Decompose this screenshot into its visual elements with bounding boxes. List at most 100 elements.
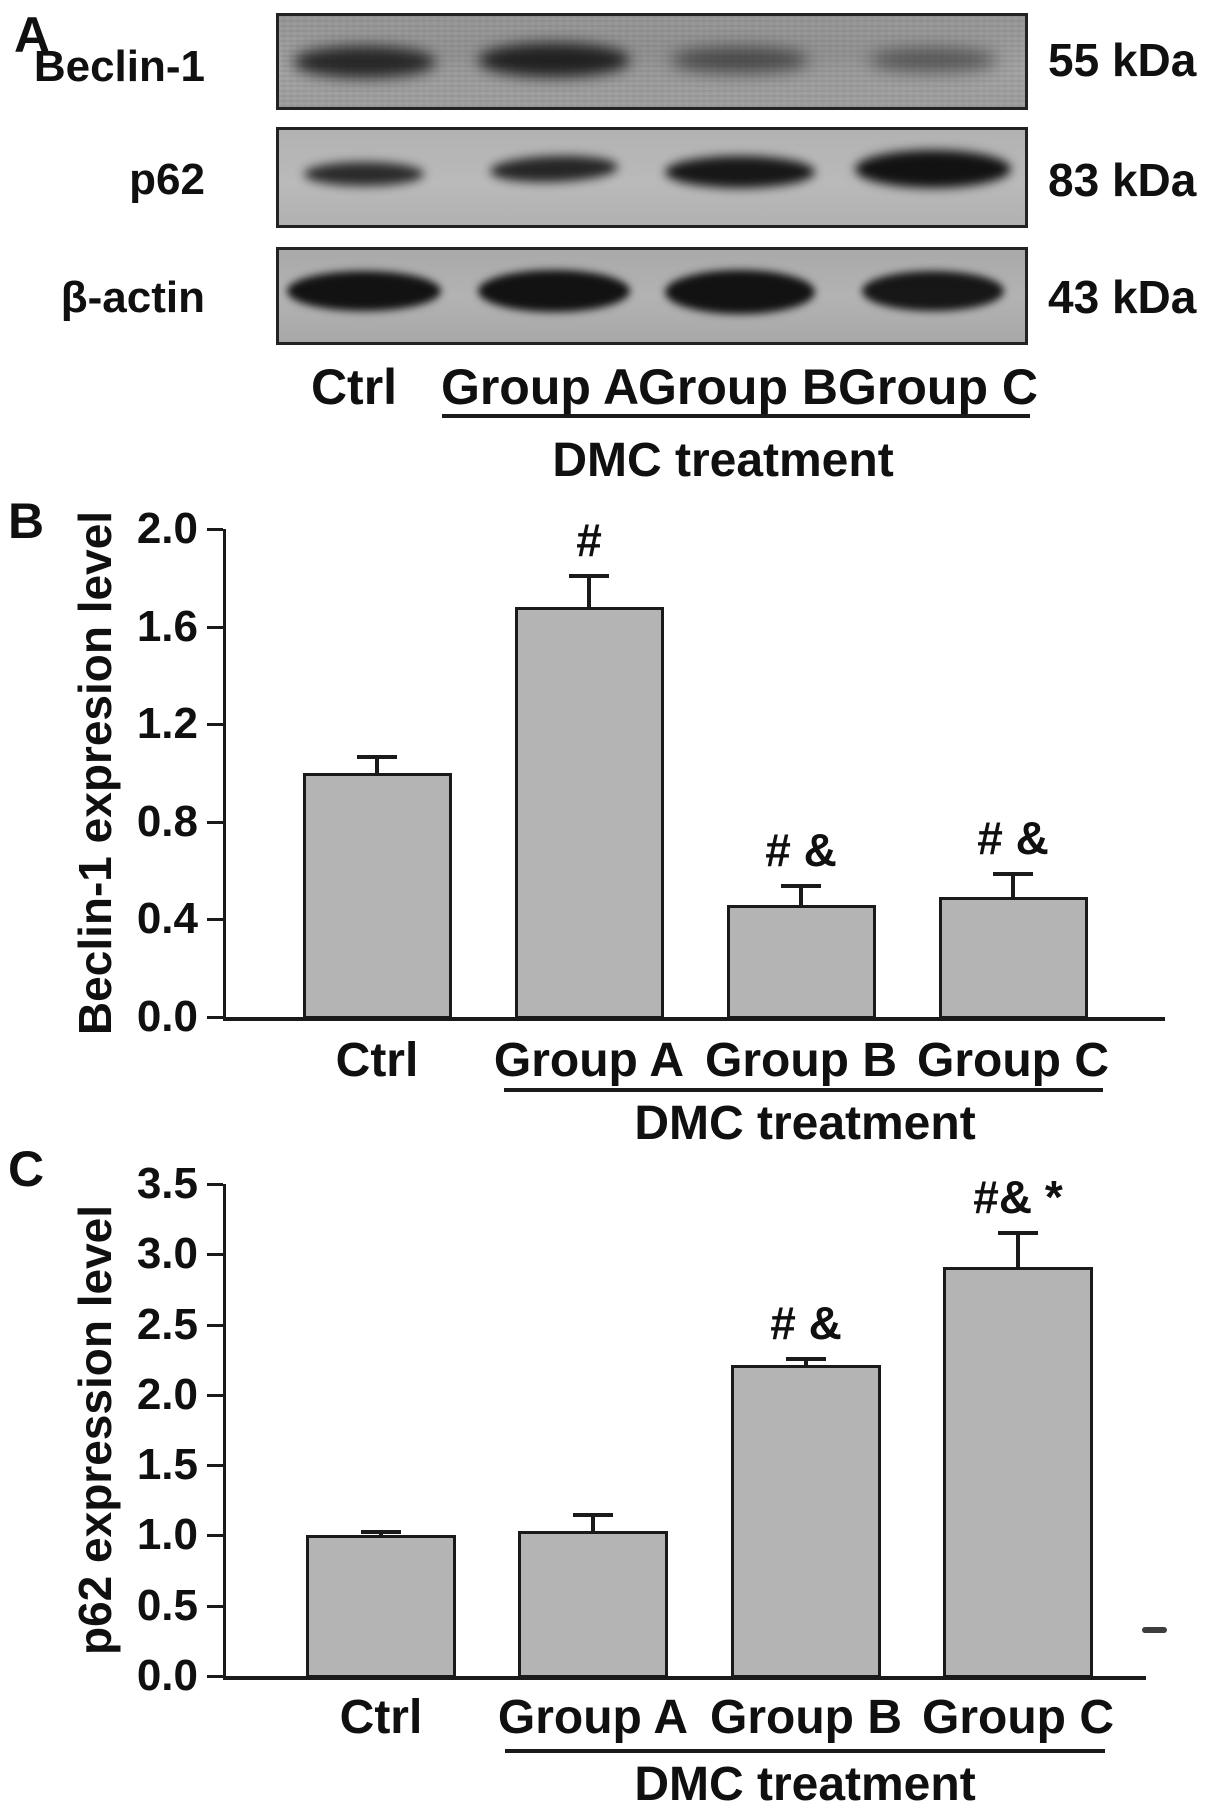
panel-c-x-axis	[223, 1676, 1146, 1680]
panel-a-lane-label-ctrl: Ctrl	[310, 359, 398, 415]
blot-image-beclin1	[276, 13, 1028, 110]
panel-c-group-label: DMC treatment	[634, 1758, 976, 1809]
panel-c-y-tick-label-1.0: 1.0	[136, 1510, 198, 1560]
panel-b-y-axis-label: Beclin-1 expresion level	[69, 510, 121, 1036]
panel-b-y-tick-label-2.0: 2.0	[136, 504, 198, 553]
panel-b-y-tick-label-0.8: 0.8	[136, 796, 198, 846]
panel-b-error-bar-stem-group-b	[799, 885, 803, 909]
panel-c-error-bar-stem-group-c	[1016, 1231, 1020, 1271]
panel-b-bar-group-a	[514, 607, 664, 1019]
blot-protein-label-beta-actin: β-actin	[60, 273, 205, 322]
blot-band-row2-lane2	[489, 153, 619, 184]
panel-a-lane-label-group-a: Group A	[440, 359, 640, 415]
blot-band-row2-lane1	[304, 161, 425, 186]
panel-c-bar-group-b	[731, 1365, 881, 1678]
blot-protein-label-p62: p62	[129, 155, 205, 204]
panel-c-y-tick-label-2.0: 2.0	[136, 1369, 198, 1419]
panel-b-significance-annotation-group-c: # &	[977, 812, 1049, 865]
panel-c-error-bar-cap-group-a	[573, 1513, 613, 1518]
panel-c-y-tick-label-3.5: 3.5	[136, 1159, 198, 1208]
panel-b-group-bracket	[504, 1088, 1103, 1092]
blot-band-row3-lane3	[665, 270, 816, 314]
panel-c-y-tick-label-2.5: 2.5	[136, 1299, 198, 1349]
panel-b-y-tick-0.4	[207, 918, 223, 922]
blot-band-row1-lane4	[869, 47, 998, 72]
panel-b-y-tick-0.0	[207, 1016, 223, 1019]
panel-c-letter: C	[8, 1141, 45, 1197]
panel-c-bar-group-a	[518, 1531, 668, 1678]
blot-band-row2-lane4	[855, 149, 1012, 188]
panel-b-y-tick-1.2	[207, 723, 223, 727]
blot-band-row1-lane2	[478, 42, 631, 77]
panel-c-error-bar-stem-group-b	[804, 1358, 808, 1370]
panel-b-y-tick-label-0.4: 0.4	[136, 894, 198, 944]
panel-c-y-tick-2.0	[207, 1393, 223, 1397]
panel-b-error-bar-cap-ctrl	[357, 754, 397, 759]
panel-a-letter: A	[14, 7, 51, 63]
panel-c-y-tick-0.5	[207, 1604, 223, 1608]
panel-b-y-tick-label-0.0: 0.0	[136, 992, 198, 1041]
panel-b-y-tick-label-1.6: 1.6	[136, 601, 198, 651]
panel-c-bar-group-c	[943, 1266, 1093, 1678]
panel-c-y-tick-3.5	[207, 1183, 223, 1186]
panel-c-y-axis	[223, 1184, 226, 1680]
panel-b-x-label-group-b: Group B	[705, 1034, 897, 1087]
panel-b-error-bar-cap-group-c	[993, 872, 1033, 877]
panel-c-x-label-group-a: Group A	[497, 1691, 689, 1744]
panel-c-y-tick-2.5	[207, 1323, 223, 1327]
panel-c-error-bar-cap-group-c	[998, 1230, 1038, 1235]
panel-c-bar-ctrl	[306, 1535, 456, 1678]
panel-b-x-label-group-a: Group A	[493, 1034, 685, 1087]
panel-c-x-label-group-c: Group C	[922, 1691, 1114, 1744]
blot-band-row1-lane3	[671, 46, 810, 73]
panel-b-group-label: DMC treatment	[634, 1097, 976, 1150]
panel-b-significance-annotation-group-a: #	[576, 514, 602, 567]
panel-b-x-label-group-c: Group C	[917, 1034, 1109, 1087]
panel-c-error-bar-cap-group-b	[786, 1357, 826, 1362]
blot-mw-label-83kda: 83 kDa	[1048, 154, 1197, 206]
blot-band-row3-lane1	[287, 271, 442, 311]
panel-c-error-bar-stem-ctrl	[379, 1531, 383, 1540]
panel-b-x-axis	[223, 1017, 1165, 1021]
panel-c-significance-annotation-group-b: # &	[770, 1297, 842, 1350]
panel-c-error-bar-cap-ctrl	[361, 1530, 401, 1535]
panel-b-x-label-ctrl: Ctrl	[335, 1034, 419, 1087]
panel-c-x-label-group-b: Group B	[710, 1691, 902, 1744]
blot-band-row1-lane1	[292, 45, 436, 78]
panel-b-y-axis	[223, 529, 226, 1021]
panel-c-x-label-ctrl: Ctrl	[339, 1691, 423, 1744]
panel-b-bar-ctrl	[302, 773, 452, 1019]
panel-c-group-bracket	[505, 1749, 1105, 1753]
panel-c-y-tick-1.5	[207, 1464, 223, 1468]
panel-b-y-tick-label-1.2: 1.2	[136, 699, 198, 749]
panel-b-y-tick-0.8	[207, 820, 223, 824]
blot-mw-label-43kda: 43 kDa	[1048, 271, 1197, 323]
panel-c-y-tick-label-0.0: 0.0	[136, 1651, 198, 1700]
blot-band-row3-lane4	[862, 271, 1005, 311]
panel-b-error-bar-stem-group-c	[1011, 873, 1015, 902]
panel-c-y-tick-0.0	[207, 1675, 223, 1678]
blot-mw-label-55kda: 55 kDa	[1048, 34, 1197, 86]
panel-a-group-bracket	[442, 414, 1030, 418]
panel-b-letter: B	[8, 493, 45, 549]
stray-mark	[1142, 1627, 1167, 1633]
panel-c-error-bar-stem-group-a	[591, 1514, 595, 1536]
blot-band-row3-lane2	[478, 270, 631, 312]
panel-c-y-tick-1.0	[207, 1534, 223, 1538]
panel-b-significance-annotation-group-b: # &	[765, 824, 837, 877]
panel-b-error-bar-stem-group-a	[587, 575, 591, 612]
panel-c-y-tick-label-1.5: 1.5	[136, 1440, 198, 1490]
blot-image-beta-actin	[276, 247, 1028, 345]
panel-b-y-tick-2.0	[207, 528, 223, 531]
blot-band-row2-lane3	[665, 155, 816, 188]
panel-b-bar-group-c	[938, 897, 1088, 1019]
panel-c-y-tick-label-3.0: 3.0	[136, 1229, 198, 1279]
panel-a-lane-label-group-b: Group B	[638, 359, 838, 415]
panel-a-lane-label-group-c: Group C	[838, 359, 1038, 415]
panel-b-bar-group-b	[726, 904, 876, 1019]
panel-c-y-tick-3.0	[207, 1253, 223, 1257]
blot-image-p62	[276, 127, 1028, 228]
blot-protein-label-beclin1: Beclin-1	[33, 42, 205, 91]
panel-c-y-tick-label-0.5: 0.5	[136, 1580, 198, 1630]
